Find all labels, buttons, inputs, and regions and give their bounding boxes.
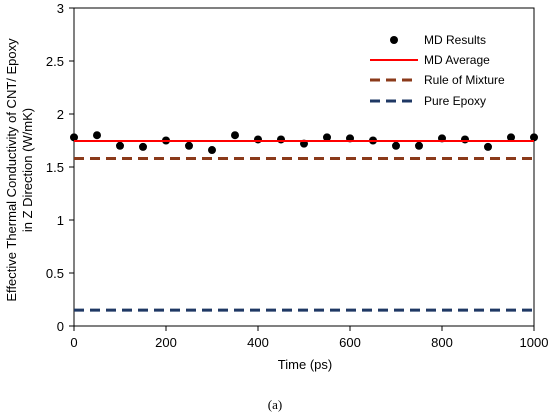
md-result-point [208, 146, 216, 155]
y-tick-label: 3 [57, 1, 64, 16]
x-tick-label: 1000 [520, 335, 549, 350]
legend: MD Results MD Average Rule of Mixture Pure … [370, 33, 505, 108]
y-tick-label: 0 [57, 319, 64, 334]
x-tick-label: 0 [70, 335, 77, 350]
y-axis-title: Effective Thermal Conductivity of CNT/ E… [4, 38, 35, 302]
md-result-point [323, 133, 331, 142]
x-tick-label: 200 [155, 335, 177, 350]
legend-marker [390, 36, 398, 44]
md-result-point [530, 133, 538, 142]
y-tick-label: 1.5 [46, 160, 64, 175]
md-result-point [461, 135, 469, 144]
legend-label: MD Results [424, 33, 486, 47]
md-result-point [392, 141, 400, 150]
y-tick-label: 2.5 [46, 54, 64, 69]
md-result-point [116, 141, 124, 150]
x-axis-title: Time (ps) [278, 357, 332, 372]
x-tick-label: 600 [339, 335, 361, 350]
x-tick-label: 800 [431, 335, 453, 350]
y-tick-label: 1 [57, 213, 64, 228]
y-tick-label: 0.5 [46, 266, 64, 281]
md-result-point [507, 133, 515, 142]
series-layer [70, 131, 538, 312]
md-result-point [70, 133, 78, 142]
md-result-point [93, 131, 101, 140]
legend-label: Rule of Mixture [424, 73, 505, 87]
x-tick-label: 400 [247, 335, 269, 350]
ticks-layer: 0 200 400 600 800 1000 0 0.5 1 1.5 2 2.5 3 [46, 1, 549, 350]
legend-label: Pure Epoxy [424, 94, 486, 108]
y-axis-title-line1: Effective Thermal Conductivity of CNT/ E… [4, 38, 19, 302]
figure-caption: (a) [268, 397, 282, 412]
md-result-point [484, 142, 492, 151]
legend-label: MD Average [424, 53, 490, 67]
md-result-point [185, 141, 193, 150]
md-result-point [254, 135, 262, 144]
md-result-point [231, 131, 239, 140]
y-axis-title-line2: in Z Direction (W/mK) [20, 108, 35, 232]
md-result-point [415, 141, 423, 150]
md-result-point [277, 135, 285, 144]
y-tick-label: 2 [57, 107, 64, 122]
md-result-point [139, 142, 147, 151]
